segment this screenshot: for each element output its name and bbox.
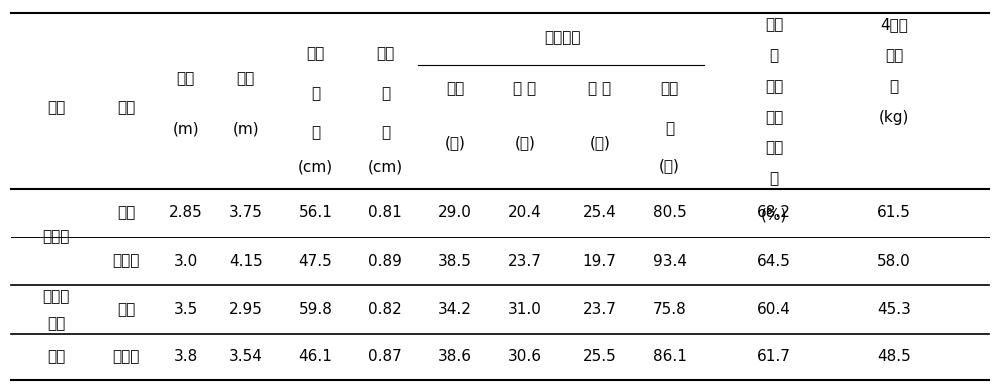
Text: 56.1: 56.1 <box>299 205 332 220</box>
Text: 短 枝: 短 枝 <box>588 81 611 96</box>
Text: 2.85: 2.85 <box>169 205 203 220</box>
Text: 31.0: 31.0 <box>508 302 542 317</box>
Text: (m): (m) <box>232 121 259 136</box>
Text: 38.6: 38.6 <box>438 349 472 364</box>
Text: 3.75: 3.75 <box>229 205 263 220</box>
Text: 产: 产 <box>889 79 898 94</box>
Text: 枝类组成: 枝类组成 <box>544 31 581 46</box>
Text: 品种: 品种 <box>117 100 135 115</box>
Text: 0.82: 0.82 <box>368 302 402 317</box>
Text: 层形: 层形 <box>47 349 65 364</box>
Text: 34.2: 34.2 <box>438 302 472 317</box>
Text: 0.89: 0.89 <box>368 254 402 269</box>
Text: 叶丛: 叶丛 <box>660 81 679 96</box>
Text: 47.5: 47.5 <box>299 254 332 269</box>
Text: 粗: 粗 <box>381 87 390 102</box>
Text: 23.7: 23.7 <box>508 254 542 269</box>
Text: 20.4: 20.4 <box>508 205 542 220</box>
Text: 3.0: 3.0 <box>174 254 198 269</box>
Text: 48.5: 48.5 <box>877 349 911 364</box>
Text: 禅寺丸: 禅寺丸 <box>112 349 140 364</box>
Text: 4年生: 4年生 <box>880 17 908 32</box>
Text: 45.3: 45.3 <box>877 302 911 317</box>
Text: 58.0: 58.0 <box>877 254 911 269</box>
Text: 38.5: 38.5 <box>438 254 472 269</box>
Text: 度: 度 <box>381 125 390 140</box>
Text: 0.87: 0.87 <box>368 349 402 364</box>
Text: 总枝: 总枝 <box>765 141 783 156</box>
Text: 次郎: 次郎 <box>117 205 135 220</box>
Text: (个): (个) <box>445 135 466 150</box>
Text: 冠径: 冠径 <box>237 71 255 86</box>
Text: 疏散分: 疏散分 <box>43 289 70 304</box>
Text: 86.1: 86.1 <box>653 349 686 364</box>
Text: 次郎: 次郎 <box>117 302 135 317</box>
Text: 2.95: 2.95 <box>229 302 263 317</box>
Text: 中 枝: 中 枝 <box>513 81 536 96</box>
Text: 61.7: 61.7 <box>757 349 791 364</box>
Text: 枝: 枝 <box>665 121 674 136</box>
Text: 29.0: 29.0 <box>438 205 472 220</box>
Text: (cm): (cm) <box>368 160 403 175</box>
Text: 4.15: 4.15 <box>229 254 263 269</box>
Text: 新梢: 新梢 <box>376 46 394 61</box>
Text: 枝占: 枝占 <box>765 110 783 125</box>
Text: (个): (个) <box>514 135 535 150</box>
Text: (%): (%) <box>761 207 787 222</box>
Text: 80.5: 80.5 <box>653 205 686 220</box>
Text: 60.4: 60.4 <box>757 302 791 317</box>
Text: (个): (个) <box>589 135 610 150</box>
Text: 61.5: 61.5 <box>877 205 911 220</box>
Text: (cm): (cm) <box>298 160 333 175</box>
Text: (m): (m) <box>173 121 199 136</box>
Text: 树形: 树形 <box>47 100 65 115</box>
Text: (个): (个) <box>659 158 680 173</box>
Text: (kg): (kg) <box>879 110 909 125</box>
Text: 25.4: 25.4 <box>583 205 617 220</box>
Text: 层形: 层形 <box>47 317 65 331</box>
Text: 量: 量 <box>770 172 779 187</box>
Text: 树高: 树高 <box>177 71 195 86</box>
Text: 树株: 树株 <box>885 48 903 63</box>
Text: 23.7: 23.7 <box>583 302 617 317</box>
Text: 30.6: 30.6 <box>508 349 542 364</box>
Text: 倒伞形: 倒伞形 <box>43 230 70 244</box>
Text: 59.8: 59.8 <box>299 302 332 317</box>
Text: 短枝: 短枝 <box>765 17 783 32</box>
Text: 46.1: 46.1 <box>299 349 332 364</box>
Text: 19.7: 19.7 <box>583 254 617 269</box>
Text: 长枝: 长枝 <box>446 81 464 96</box>
Text: 叶丛: 叶丛 <box>765 79 783 94</box>
Text: 度: 度 <box>311 125 320 140</box>
Text: 新梢: 新梢 <box>306 46 325 61</box>
Text: 3.54: 3.54 <box>229 349 263 364</box>
Text: 长: 长 <box>311 87 320 102</box>
Text: 3.5: 3.5 <box>174 302 198 317</box>
Text: 75.8: 75.8 <box>653 302 686 317</box>
Text: 25.5: 25.5 <box>583 349 617 364</box>
Text: 禅寺丸: 禅寺丸 <box>112 254 140 269</box>
Text: 68.2: 68.2 <box>757 205 791 220</box>
Text: 0.81: 0.81 <box>368 205 402 220</box>
Text: 3.8: 3.8 <box>174 349 198 364</box>
Text: 64.5: 64.5 <box>757 254 791 269</box>
Text: 和: 和 <box>770 48 779 63</box>
Text: 93.4: 93.4 <box>653 254 687 269</box>
